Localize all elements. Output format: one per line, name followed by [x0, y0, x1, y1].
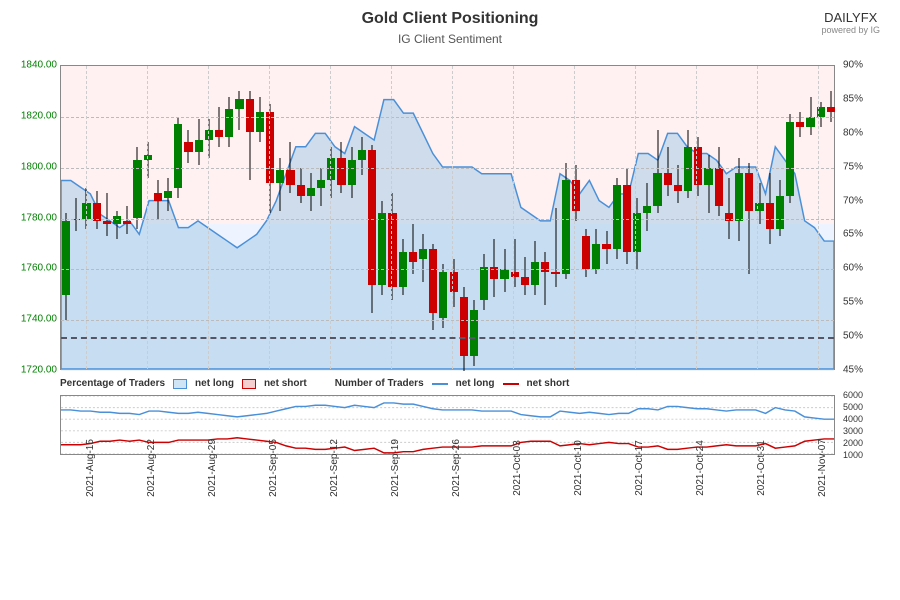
logo-text: DAILYFX — [824, 10, 877, 25]
y-axis-left: 1720.001740.001760.001780.001800.001820.… — [15, 65, 60, 370]
chart-subtitle: IG Client Sentiment — [15, 32, 885, 46]
midline-50pct — [61, 337, 834, 339]
legend-label-pct: Percentage of Traders — [60, 378, 165, 389]
legend-text-netshort2: net short — [527, 378, 570, 389]
legend-label-num: Number of Traders — [335, 378, 424, 389]
lower-chart — [60, 395, 835, 455]
legend-line-netlong — [432, 383, 448, 385]
legend-line-netshort — [503, 383, 519, 385]
legend-text-netshort: net short — [264, 378, 307, 389]
legend-text-netlong: net long — [195, 378, 234, 389]
legend-text-netlong2: net long — [456, 378, 495, 389]
chart-title: Gold Client Positioning — [15, 10, 885, 28]
logo: DAILYFX powered by IG — [821, 10, 880, 35]
chart-container: Gold Client Positioning IG Client Sentim… — [0, 0, 900, 600]
y-axis-right: 45%50%55%60%65%70%75%80%85%90% — [840, 65, 885, 370]
main-chart — [60, 65, 835, 370]
trader-count-lines — [61, 396, 834, 454]
legend: Percentage of Traders net long net short… — [60, 378, 835, 389]
logo-subtext: powered by IG — [821, 25, 880, 35]
header: Gold Client Positioning IG Client Sentim… — [15, 10, 885, 60]
y-axis-right-lower: 100020003000400050006000 — [840, 395, 885, 455]
chart-area: 1720.001740.001760.001780.001800.001820.… — [15, 60, 885, 455]
legend-box-netlong — [173, 379, 187, 389]
legend-box-netshort — [242, 379, 256, 389]
x-axis: 2021-Aug-152021-Aug-222021-Aug-292021-Se… — [60, 460, 835, 560]
